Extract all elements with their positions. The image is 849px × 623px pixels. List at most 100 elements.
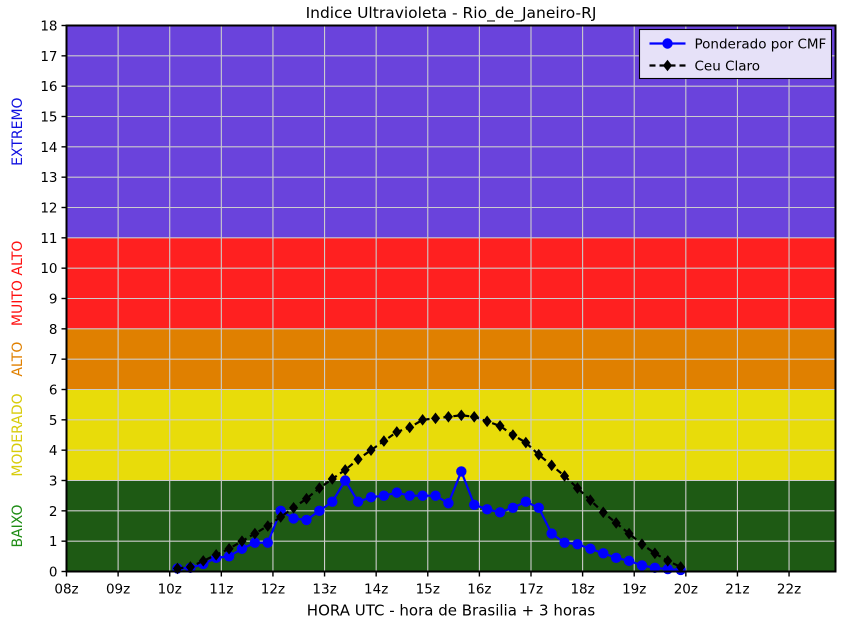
data-point-marker [211,549,221,561]
data-point-marker [598,548,609,559]
x-tick-label: 16z [467,582,491,598]
uv-band-moderado [66,389,836,481]
data-point-marker [507,502,519,513]
data-point-marker [585,494,595,507]
data-point-marker [249,537,261,548]
data-point-marker [456,409,466,422]
data-point-marker [237,535,247,547]
data-point-marker [623,555,635,567]
data-point-marker [314,482,324,494]
data-point-marker [494,507,506,518]
data-point-marker [314,505,325,517]
legend-box [638,28,833,80]
data-point-marker [482,415,492,428]
data-point-marker [572,539,583,550]
data-point-marker [560,470,570,482]
data-point-marker [391,487,403,498]
y-tick-label: 14 [40,140,57,156]
data-point-marker [559,537,570,548]
x-tick-label: 15z [416,582,440,598]
x-tick-label: 13z [312,582,336,598]
x-tick-label: 20z [674,582,698,598]
uv-band-muito-alto [66,237,836,329]
legend-marker-circle-icon [662,38,673,49]
x-tick-label: 22z [777,582,801,598]
band-category-label: MODERADO [10,393,26,476]
data-point-marker [443,498,454,509]
data-point-marker [649,562,661,574]
band-category-label: EXTREMO [10,97,26,165]
data-point-marker [508,429,518,441]
data-point-marker [520,496,532,507]
y-tick-label: 8 [49,322,58,338]
data-point-marker [663,555,673,567]
data-point-marker [636,560,648,571]
band-category-label: ALTO [10,342,26,377]
data-point-marker [263,520,273,532]
x-tick-label: 18z [570,582,594,598]
data-point-marker [379,435,389,447]
data-point-marker [495,420,505,432]
y-tick-label: 3 [49,474,58,490]
data-point-marker [417,490,428,501]
data-point-marker [650,547,660,560]
data-point-marker [469,411,479,423]
y-tick-label: 1 [49,534,58,550]
data-point-marker [405,421,415,434]
data-point-marker [289,502,299,514]
x-tick-label: 21z [725,582,749,598]
x-tick-label: 17z [519,582,543,598]
y-tick-label: 11 [40,231,57,247]
data-point-marker [533,502,544,513]
x-tick-label: 10z [158,582,182,598]
data-point-marker [353,453,363,466]
legend-label-1: Ponderado por CMF [695,37,827,53]
y-tick-label: 15 [40,110,57,126]
x-tick-label: 08z [54,582,78,598]
data-point-marker [547,459,557,472]
data-point-marker [418,414,428,426]
data-point-marker [611,517,621,529]
legend-label-2: Ceu Claro [695,59,761,75]
data-point-marker [676,561,686,573]
data-point-marker [521,436,531,449]
y-tick-label: 4 [49,443,58,459]
data-point-marker [572,482,582,494]
data-point-marker [198,555,208,567]
data-point-marker [301,492,312,505]
data-point-marker [404,490,415,501]
y-tick-label: 5 [49,413,58,429]
y-tick-label: 13 [40,170,57,186]
y-tick-label: 12 [40,201,57,217]
page-title: Indice Ultravioleta - Rio_de_Janeiro-RJ [306,4,597,23]
band-category-label: BAIXO [10,504,26,547]
y-tick-label: 16 [40,79,57,95]
data-point-marker [262,537,273,548]
data-point-marker [340,464,350,476]
data-point-marker [534,448,544,461]
y-tick-label: 17 [40,49,57,65]
data-point-marker [481,504,493,515]
data-point-marker [443,411,453,423]
y-tick-label: 2 [49,504,58,520]
data-point-marker [365,491,377,503]
data-point-marker [610,552,622,564]
data-point-marker [223,551,235,562]
x-axis-title: HORA UTC - hora de Brasilia + 3 horas [307,602,596,620]
data-point-marker [469,499,480,510]
data-point-marker [430,490,441,501]
y-tick-label: 7 [49,352,58,368]
data-point-marker [624,527,634,540]
data-point-marker [585,543,596,554]
data-point-marker [352,496,364,507]
y-tick-label: 10 [40,261,57,277]
data-point-marker [637,538,647,550]
data-point-marker [275,505,286,517]
y-tick-label: 18 [40,19,57,35]
data-point-marker [236,543,248,554]
y-tick-label: 0 [49,565,58,581]
data-point-marker [185,561,195,573]
x-tick-label: 19z [622,582,646,598]
data-point-marker [598,506,608,519]
